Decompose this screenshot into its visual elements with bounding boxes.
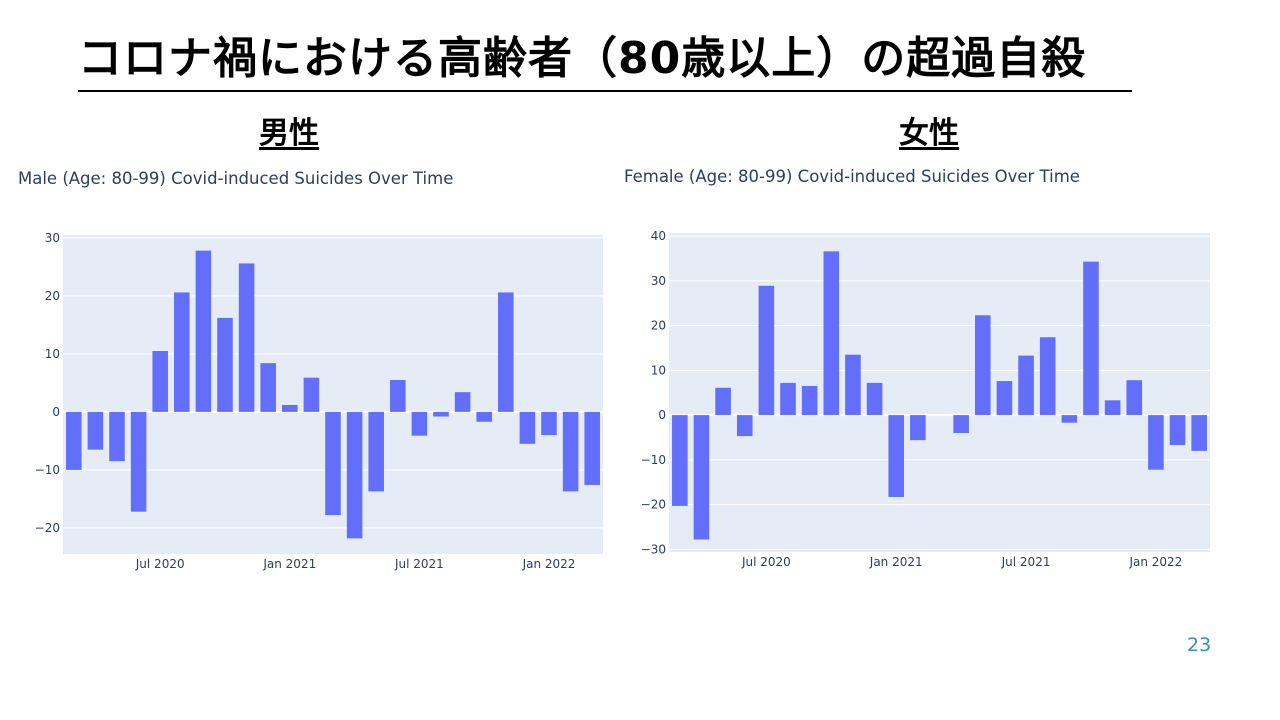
- male-y-tick-label: 0: [52, 405, 60, 419]
- male-y-tick-label: −20: [35, 521, 60, 535]
- male-bar: [368, 411, 384, 492]
- slide-title: コロナ禍における高齢者（80歳以上）の超過自殺: [78, 30, 1132, 92]
- male-y-tick-label: −10: [35, 463, 60, 477]
- male-y-tick-label: 30: [45, 231, 60, 245]
- female-y-tick-label: −10: [641, 453, 666, 467]
- female-bar: [1061, 415, 1078, 423]
- female-bar: [672, 415, 688, 506]
- male-bar: [109, 411, 125, 462]
- female-bar: [1083, 261, 1099, 416]
- male-bar: [130, 411, 147, 512]
- male-bar: [282, 404, 298, 412]
- female-y-tick-label: 30: [651, 274, 666, 288]
- male-bar: [346, 411, 363, 539]
- male-bar: [390, 380, 406, 412]
- male-bar: [584, 411, 600, 485]
- female-bar: [866, 382, 883, 416]
- female-bar: [974, 315, 991, 416]
- male-bar: [87, 411, 104, 450]
- female-bar: [910, 415, 926, 441]
- female-bar: [715, 387, 731, 416]
- female-bar: [780, 382, 796, 416]
- male-bar: [519, 411, 536, 444]
- female-bar: [1018, 355, 1034, 416]
- male-bar: [174, 292, 190, 412]
- female-bar: [823, 251, 840, 416]
- female-bar: [693, 415, 710, 540]
- male-y-tick-label: 20: [45, 289, 60, 303]
- female-bar: [736, 415, 753, 437]
- female-bar: [758, 285, 775, 416]
- female-bar: [845, 354, 861, 416]
- female-y-tick-label: 20: [651, 319, 666, 333]
- female-bar: [1169, 415, 1186, 446]
- male-y-tick-label: 10: [45, 347, 60, 361]
- female-y-tick-label: 10: [651, 363, 666, 377]
- female-y-tick-label: 40: [651, 229, 666, 243]
- male-bar: [541, 411, 557, 436]
- male-x-tick-label: Jan 2022: [522, 557, 576, 571]
- page-number: 23: [1187, 634, 1212, 656]
- female-y-tick-label: −30: [641, 542, 666, 556]
- male-bar: [476, 411, 492, 422]
- female-bar: [888, 415, 905, 497]
- male-bar: [433, 411, 449, 417]
- female-bar: [953, 415, 969, 433]
- female-bar: [801, 386, 818, 416]
- female-x-tick-label: Jan 2022: [1128, 555, 1182, 569]
- female-x-tick-label: Jul 2020: [741, 555, 791, 569]
- male-x-tick-label: Jul 2020: [135, 557, 185, 571]
- section-title-male: 男性: [259, 116, 319, 151]
- male-bar: [260, 363, 276, 412]
- male-bar: [562, 411, 579, 492]
- male-bar: [238, 263, 255, 412]
- female-bar: [1148, 415, 1164, 470]
- male-x-tick-label: Jan 2021: [262, 557, 316, 571]
- female-x-tick-label: Jul 2021: [1001, 555, 1051, 569]
- female-chart-title: Female (Age: 80-99) Covid-induced Suicid…: [624, 167, 1080, 186]
- female-x-tick-label: Jan 2021: [869, 555, 923, 569]
- female-bar-chart: 40 30 20 10 0 −10 −20 −30 Jul 2020 Jan 2021 Jul 20…: [641, 229, 1210, 569]
- male-chart-title: Male (Age: 80-99) Covid-induced Suicides…: [18, 169, 454, 188]
- female-y-tick-label: 0: [658, 408, 666, 422]
- male-bar: [66, 411, 82, 470]
- female-bar: [1191, 415, 1207, 451]
- female-y-tick-label: −20: [641, 498, 666, 512]
- female-bar: [996, 381, 1013, 416]
- section-title-female: 女性: [899, 116, 959, 151]
- male-x-tick-label: Jul 2021: [394, 557, 444, 571]
- female-bar: [1104, 400, 1121, 416]
- male-bar: [325, 411, 341, 516]
- male-bar-chart: 30 20 10 0 −10 −20 Jul 2020 Jan 2021 Jul 2021 Jan…: [35, 231, 603, 571]
- male-bar: [152, 351, 168, 412]
- male-bar: [498, 292, 514, 412]
- female-bar: [1039, 337, 1056, 416]
- male-bar: [411, 411, 428, 436]
- male-bar: [195, 250, 212, 412]
- female-bar: [1126, 380, 1143, 416]
- male-bar: [217, 317, 233, 412]
- male-bar: [454, 392, 471, 412]
- male-bar: [303, 377, 320, 412]
